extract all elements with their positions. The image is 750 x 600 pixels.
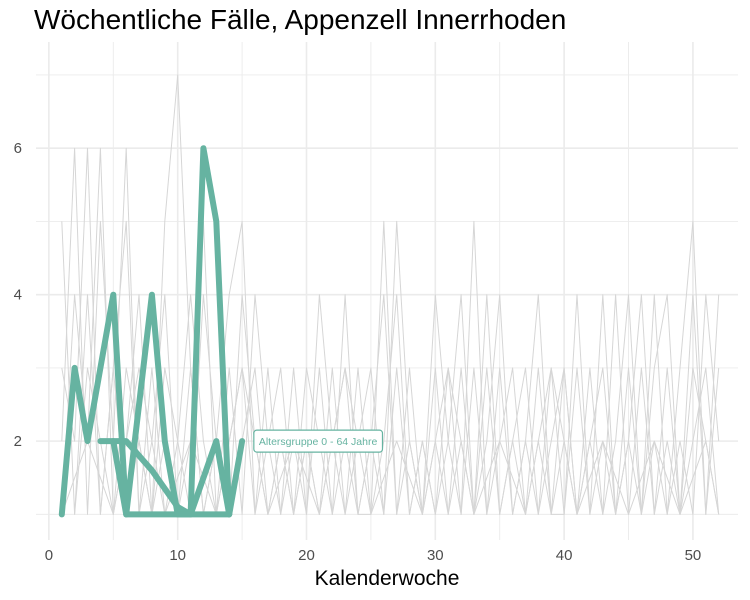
- x-axis-tick-labels: 0 10 20 30 40 50: [45, 547, 702, 564]
- chart-title: Wöchentliche Fälle, Appenzell Innerrhode…: [34, 4, 567, 35]
- x-tick-label: 20: [298, 547, 315, 564]
- annotation-label: Altersgruppe 0 - 64 Jahre: [259, 436, 378, 448]
- x-tick-label: 50: [685, 547, 702, 564]
- background-series-line: [61, 147, 720, 515]
- highlight-series-line: [97, 438, 246, 518]
- y-tick-label: 6: [14, 140, 22, 157]
- annotation-box: [253, 429, 384, 453]
- y-axis-tick-labels: 2 4 6: [14, 140, 22, 450]
- series-annotation: Altersgruppe 0 - 64 Jahre: [253, 429, 384, 453]
- x-axis-title: Kalenderwoche: [315, 567, 460, 590]
- x-tick-label: 40: [556, 547, 573, 564]
- x-tick-label: 30: [427, 547, 444, 564]
- x-tick-label: 0: [45, 547, 53, 564]
- highlight-series-lines: [58, 145, 246, 518]
- y-tick-label: 4: [14, 287, 22, 304]
- highlight-series-line: [110, 438, 233, 518]
- x-tick-label: 10: [169, 547, 186, 564]
- highlight-series-line: [58, 145, 233, 518]
- y-tick-label: 2: [14, 433, 22, 450]
